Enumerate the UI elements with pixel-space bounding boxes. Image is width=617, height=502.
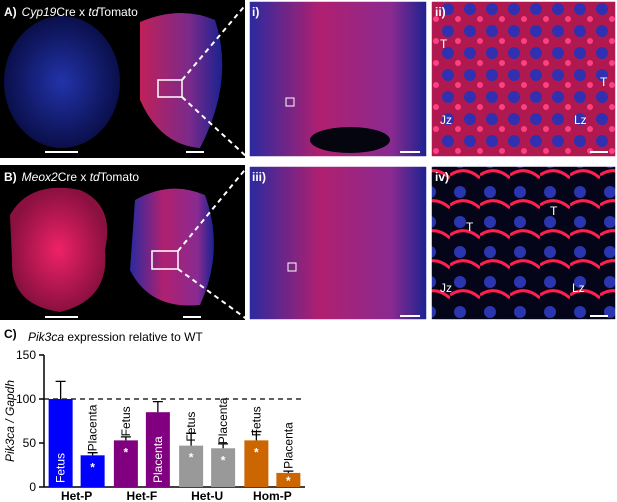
x-tick-label: Hom-P [253, 489, 292, 502]
panel-title: B) Meox2Cre x tdTomato [4, 170, 139, 184]
bar [48, 399, 73, 487]
title-part: Cre x [56, 5, 88, 19]
error-bar [87, 452, 98, 456]
cell-label: Lz [574, 113, 587, 127]
significance-marker: * [254, 445, 259, 459]
significance-marker: * [124, 445, 129, 459]
inset-label: i) [252, 5, 259, 19]
panel-a-images [0, 0, 617, 159]
chart: C) Pik3ca expression relative to WTPik3ca… [3, 327, 305, 502]
y-tick-label: 50 [23, 436, 37, 450]
error-bar [283, 470, 294, 473]
bar [80, 455, 105, 487]
title-part: Pik3ca [28, 330, 64, 344]
inset-label: iv) [435, 170, 449, 184]
error-bar [152, 400, 163, 413]
error-bar [55, 380, 66, 399]
title-part: td [88, 5, 98, 19]
bar-label: Placenta [86, 404, 100, 451]
error-bar [120, 436, 131, 441]
y-axis-label: Pik3ca / Gapdh [3, 380, 17, 462]
cell-label: Jz [440, 281, 452, 295]
y-tick-label: 150 [16, 348, 36, 362]
panel-label: B) [4, 170, 17, 184]
bar-label: Fetus [119, 406, 133, 436]
bar-label: Fetus [54, 453, 68, 483]
title-part: expression relative to WT [64, 330, 203, 344]
panel-b-images [0, 165, 617, 321]
x-tick-label: Het-P [61, 489, 92, 502]
cell-label: T [440, 37, 448, 51]
bar [211, 448, 236, 487]
error-bar [218, 443, 229, 449]
bar-label: Fetus [249, 406, 263, 436]
significance-marker: * [189, 451, 194, 465]
error-bar [186, 432, 197, 446]
title-part: Tomato [100, 170, 140, 184]
bar-label: Placenta [281, 422, 295, 469]
title-part: td [90, 170, 100, 184]
bar-label: Placenta [151, 436, 165, 483]
bar [244, 440, 269, 487]
bar [179, 445, 204, 487]
y-tick-label: 100 [16, 392, 36, 406]
x-tick-label: Het-F [127, 489, 158, 502]
bar [113, 440, 138, 487]
chart-panel-label: C) [4, 327, 17, 341]
panel-label: A) [4, 5, 17, 19]
panel-title: A) Cyp19Cre x tdTomato [4, 5, 138, 19]
cell-label: T [550, 204, 558, 218]
significance-marker: * [286, 474, 291, 488]
title-part: Cre x [58, 170, 90, 184]
error-bar [251, 430, 262, 441]
inset-label: iii) [252, 170, 266, 184]
chart-title: Pik3ca expression relative to WT [28, 330, 203, 344]
title-part: Cyp19 [22, 5, 57, 19]
x-tick-label: Het-U [191, 489, 223, 502]
cell-label: T [600, 75, 608, 89]
bar-label: Fetus [184, 412, 198, 442]
significance-marker: * [221, 453, 226, 467]
cell-label: Jz [440, 113, 452, 127]
bar [276, 472, 301, 487]
inset-label: ii) [435, 5, 446, 19]
cell-label: Lz [572, 281, 585, 295]
cell-label: T [466, 220, 474, 234]
significance-marker: * [90, 460, 95, 474]
bar-label: Placenta [216, 397, 230, 444]
bar [145, 412, 170, 487]
y-tick-label: 0 [29, 480, 36, 494]
title-part: Tomato [98, 5, 138, 19]
title-part: Meox2 [22, 170, 58, 184]
